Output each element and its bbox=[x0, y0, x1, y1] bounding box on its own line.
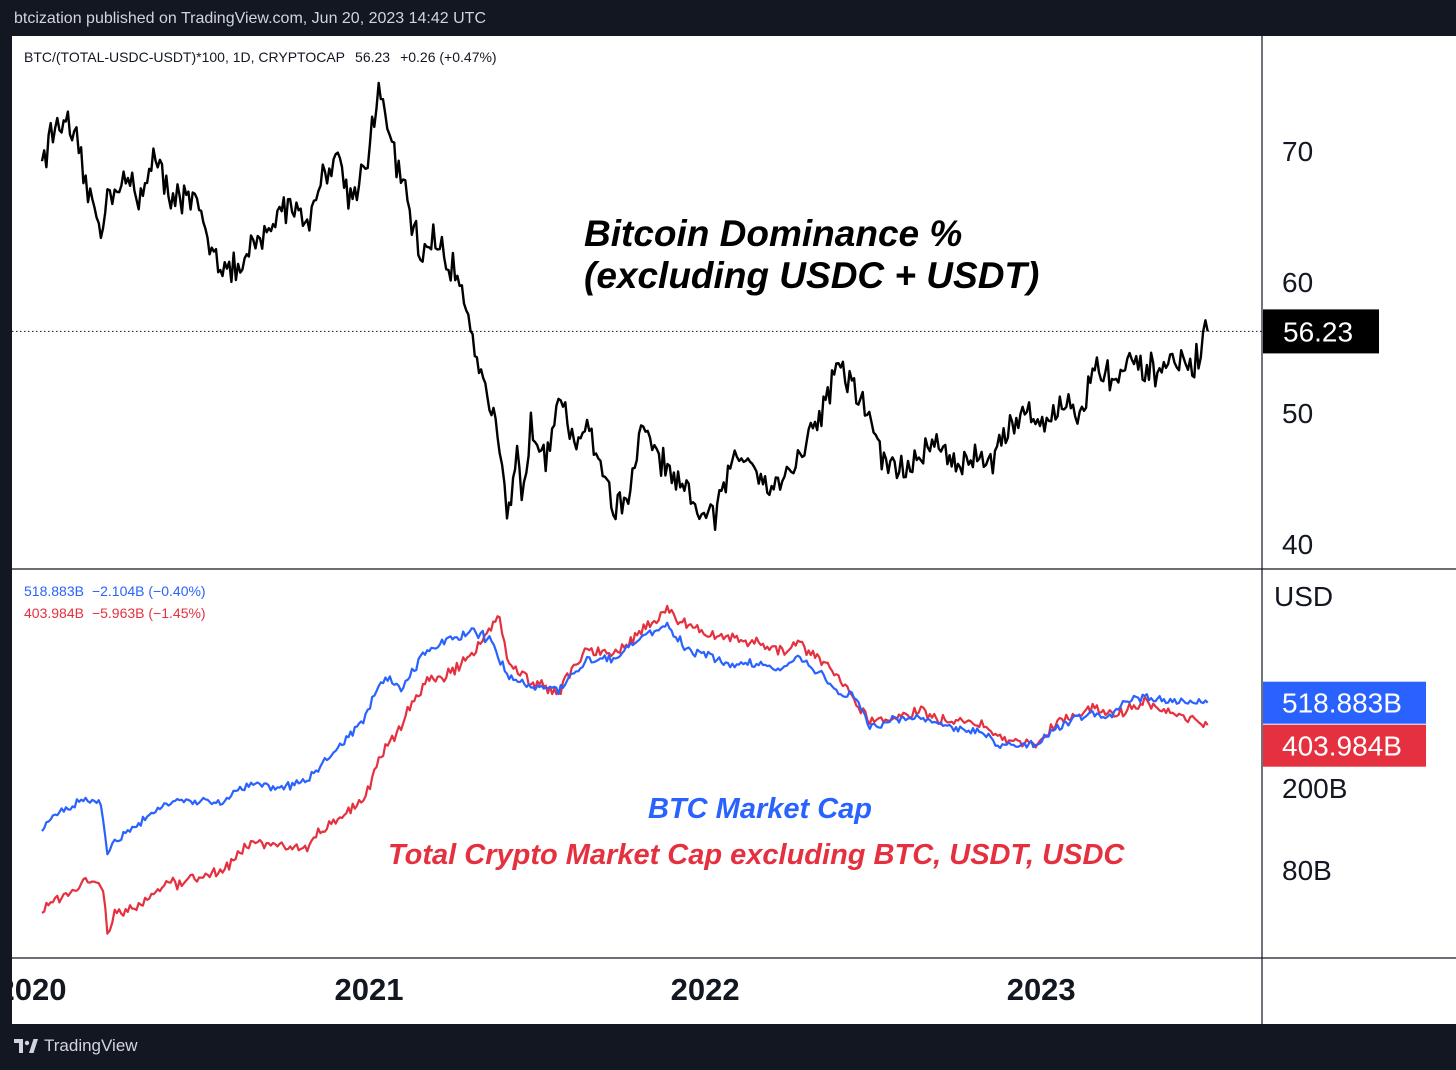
alt-cap-legend: 403.984B −5.963B (−1.45%) bbox=[24, 605, 206, 621]
y-tick-label: 60 bbox=[1282, 267, 1313, 298]
btc-cap-legend-change: −2.104B (−0.40%) bbox=[92, 583, 206, 599]
legend-value: 56.23 bbox=[355, 49, 390, 65]
x-tick-label: 2022 bbox=[671, 972, 740, 1007]
chart-canvas[interactable]: BTC/(TOTAL-USDC-USDT)*100, 1D, CRYPTOCAP… bbox=[12, 36, 1456, 1024]
btc-cap-last-label: 518.883B bbox=[1263, 681, 1426, 724]
top-pane-legend: BTC/(TOTAL-USDC-USDT)*100, 1D, CRYPTOCAP… bbox=[24, 49, 497, 65]
y-tick-label: 70 bbox=[1282, 136, 1313, 167]
publisher-text: btcization published on TradingView.com,… bbox=[14, 10, 486, 27]
tradingview-logo-icon bbox=[14, 1039, 38, 1053]
x-tick-label: 2021 bbox=[335, 972, 404, 1007]
chart-area[interactable]: BTC/(TOTAL-USDC-USDT)*100, 1D, CRYPTOCAP… bbox=[12, 36, 1456, 1024]
alt-cap-legend-value: 403.984B bbox=[24, 605, 84, 621]
last-value-label: 56.23 bbox=[1263, 309, 1379, 354]
y-tick-label: 40 bbox=[1282, 529, 1313, 560]
alt-cap-series-line[interactable] bbox=[41, 604, 1209, 935]
alt-cap-annotation: Total Crypto Market Cap excluding BTC, U… bbox=[388, 839, 1125, 871]
axis-unit-label: USD bbox=[1274, 581, 1333, 612]
btc-cap-last-label-bg bbox=[1263, 681, 1426, 724]
dominance-series-line[interactable] bbox=[40, 81, 1209, 531]
y-tick-label: 50 bbox=[1282, 398, 1313, 429]
symbol-legend: BTC/(TOTAL-USDC-USDT)*100, 1D, CRYPTOCAP bbox=[24, 49, 345, 65]
dominance-annotation-line2: (excluding USDC + USDT) bbox=[584, 255, 1039, 296]
btc-cap-legend-value: 518.883B bbox=[24, 583, 84, 599]
x-tick-label: 2023 bbox=[1007, 972, 1076, 1007]
alt-cap-last-label: 403.984B bbox=[1263, 724, 1426, 767]
tradingview-brand-text: TradingView bbox=[44, 1036, 138, 1055]
dominance-annotation-line1: Bitcoin Dominance % bbox=[584, 213, 962, 254]
btc-cap-last-label-text: 518.883B bbox=[1282, 688, 1402, 719]
top-price-scale[interactable]: 70 60 50 40 bbox=[1282, 136, 1313, 560]
publisher-bar: btcization published on TradingView.com,… bbox=[0, 0, 1456, 36]
bottom-price-scale[interactable]: 200B 80B bbox=[1282, 773, 1347, 886]
btc-cap-legend: 518.883B −2.104B (−0.40%) bbox=[24, 583, 206, 599]
btc-cap-annotation: BTC Market Cap bbox=[648, 793, 872, 825]
btc-cap-series-line[interactable] bbox=[41, 621, 1209, 856]
alt-cap-last-label-text: 403.984B bbox=[1282, 731, 1402, 762]
tradingview-brand[interactable]: TradingView bbox=[14, 1036, 138, 1056]
alt-cap-last-label-bg bbox=[1263, 724, 1426, 767]
last-value-label-bg bbox=[1263, 309, 1379, 354]
last-value-label-text: 56.23 bbox=[1283, 316, 1353, 347]
y-tick-label: 80B bbox=[1282, 855, 1332, 886]
y-tick-label: 200B bbox=[1282, 773, 1347, 804]
alt-cap-legend-change: −5.963B (−1.45%) bbox=[92, 605, 206, 621]
footer-bar: TradingView bbox=[0, 1024, 1456, 1070]
legend-change: +0.26 (+0.47%) bbox=[400, 49, 497, 65]
